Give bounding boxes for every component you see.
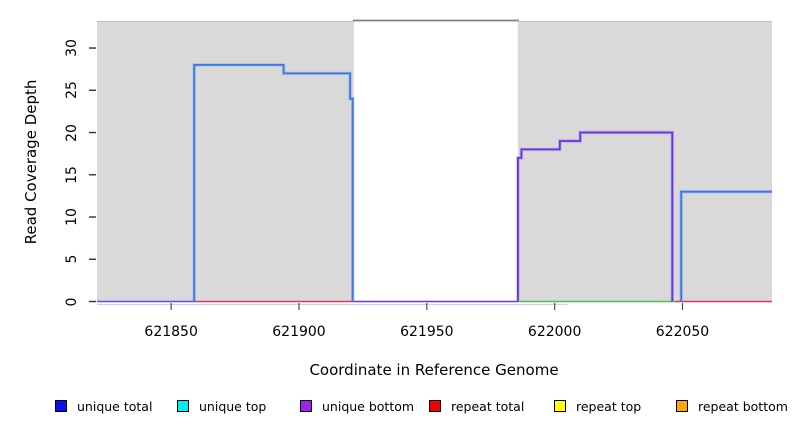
legend-label: unique top <box>199 398 267 414</box>
legend-swatch-icon <box>676 400 688 412</box>
y-tick-label: 10 <box>64 208 80 226</box>
y-axis-label: Read Coverage Depth <box>22 79 40 245</box>
legend-item-repeat-total: repeat total <box>429 398 525 414</box>
x-tick-label: 621900 <box>272 324 326 340</box>
y-tick-label: 25 <box>64 81 80 100</box>
legend-item-repeat-bottom: repeat bottom <box>676 398 788 414</box>
shaded-region <box>517 21 772 303</box>
x-tick-label: 622000 <box>527 324 582 340</box>
legend-swatch-icon <box>55 400 67 412</box>
legend-item-unique-top: unique top <box>177 398 267 414</box>
x-axis-label: Coordinate in Reference Genome <box>309 361 559 379</box>
series-unique-bottom-line <box>517 131 674 302</box>
y-tick-label: 20 <box>64 123 80 142</box>
legend-item-unique-bottom: unique bottom <box>300 398 415 414</box>
legend-swatch-icon <box>554 400 566 412</box>
legend-label: repeat top <box>576 398 642 414</box>
x-tick-label: 621950 <box>400 324 454 340</box>
legend-item-repeat-top: repeat top <box>554 398 642 414</box>
y-tick-label: 15 <box>64 165 80 184</box>
y-tick-label: 0 <box>64 297 80 306</box>
legend-swatch-icon <box>177 400 189 412</box>
x-tick-label: 622050 <box>655 324 710 340</box>
y-tick-label: 30 <box>64 39 80 57</box>
legend-item-unique-total: unique total <box>55 398 153 414</box>
legend-label: unique bottom <box>322 398 415 414</box>
legend-label: repeat total <box>451 398 525 414</box>
series-unique-total-line <box>193 64 354 302</box>
legend-label: unique total <box>77 398 153 414</box>
legend-swatch-icon <box>429 400 441 412</box>
y-tick-label: 5 <box>64 254 80 264</box>
x-tick-label: 621850 <box>144 324 198 340</box>
legend-label: repeat bottom <box>698 398 788 414</box>
legend-swatch-icon <box>300 400 312 412</box>
shaded-region <box>97 21 354 303</box>
series-unique-total-line <box>680 190 772 302</box>
